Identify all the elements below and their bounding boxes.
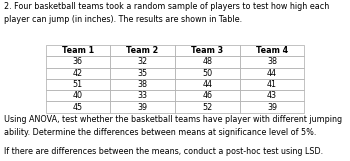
- Text: 2. Four basketball teams took a random sample of players to test how high each
p: 2. Four basketball teams took a random s…: [4, 2, 329, 24]
- Text: Using ANOVA, test whether the basketball teams have player with different jumpin: Using ANOVA, test whether the basketball…: [4, 115, 342, 137]
- Text: If there are differences between the means, conduct a post-hoc test using LSD.: If there are differences between the mea…: [4, 147, 323, 156]
